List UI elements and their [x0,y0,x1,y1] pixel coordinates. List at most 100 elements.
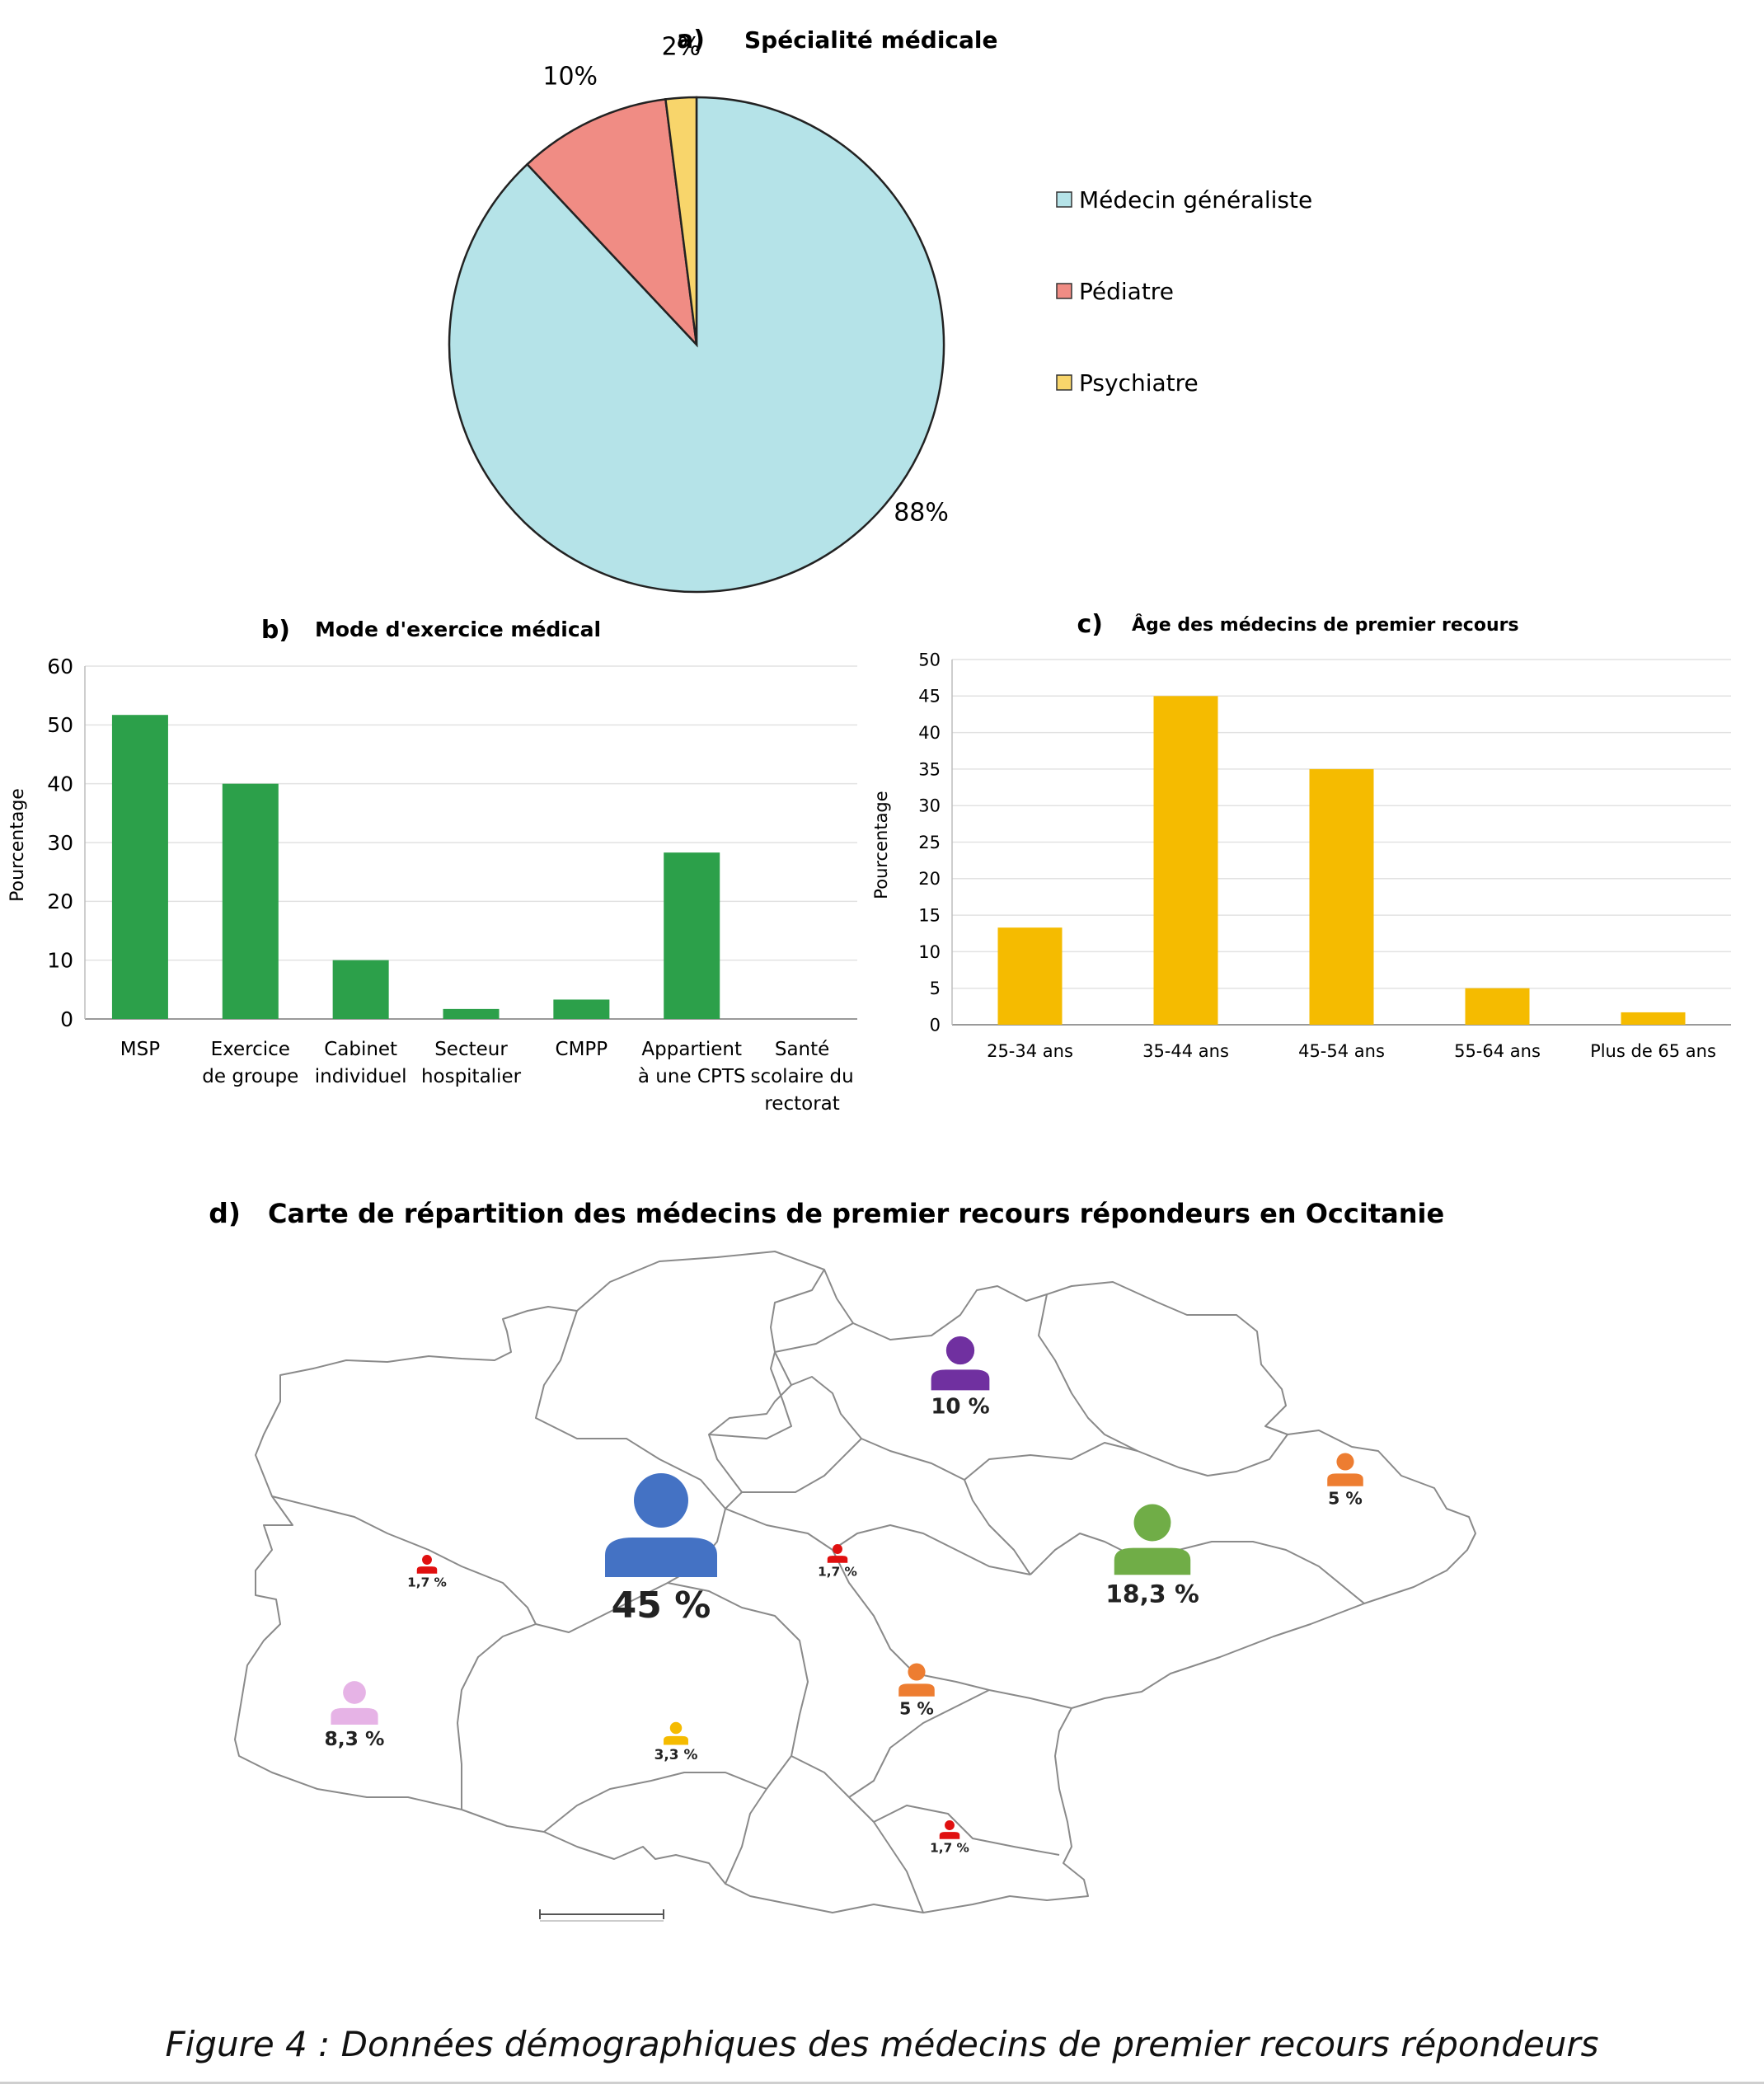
legend-swatch [1056,191,1072,208]
panel-b-title: Mode d'exercice médical [315,617,601,641]
map-border [543,1772,767,1833]
map-outline [234,1251,1476,1913]
map-marker: 1,7 % [818,1544,857,1580]
map-marker: 1,7 % [407,1555,447,1590]
legend-swatch [1056,283,1072,299]
bar [443,1008,500,1019]
xtick-label: de groupe [202,1066,298,1087]
map-border [667,1582,809,1885]
xtick-label: 35-44 ans [1142,1041,1229,1061]
person-icon [833,1544,842,1554]
panel-c-bar-chart: c) Âge des médecins de premier recours P… [871,610,1731,1061]
xtick-label: 25-34 ans [987,1041,1073,1061]
map-border [742,1438,862,1493]
bar [664,852,720,1019]
pie-legend: Médecin généraliste Pédiatre Psychiatre [1056,186,1312,397]
map-border [1038,1293,1288,1477]
ytick-label: 20 [918,869,941,889]
person-icon-body [1114,1547,1191,1575]
xtick-label: Cabinet [324,1039,397,1060]
person-icon-body [416,1566,438,1574]
panel-c-xtick-labels: 25-34 ans 35-44 ans 45-54 ans 55-64 ans Plus… [987,1041,1716,1061]
legend-label: Médecin généraliste [1079,186,1312,214]
map-border [873,1805,1060,1856]
xtick-label: Plus de 65 ans [1590,1041,1716,1061]
ytick-label: 20 [47,890,73,913]
bar [1465,988,1530,1025]
map-border [770,1269,825,1386]
panel-d-title: Carte de répartition des médecins de pre… [268,1198,1444,1229]
bar [553,999,610,1019]
map-border [832,1524,1031,1575]
map-scale-bar [539,1909,664,1922]
map-border [535,1310,862,1509]
map-marker-label: 5 % [1328,1488,1363,1508]
xtick-label: hospitalier [421,1066,522,1087]
pie-value-label: 10% [542,62,598,91]
map-marker: 45 % [605,1473,717,1627]
map-marker: 10 % [931,1336,990,1420]
bar [332,960,389,1019]
person-icon-body [939,1832,960,1839]
map-marker: 5 % [1327,1453,1363,1508]
map-border [708,1351,792,1439]
panel-a-letter: a) [677,26,705,54]
map-marker-label: 1,7 % [930,1841,969,1856]
legend-label: Pédiatre [1079,278,1174,305]
person-icon [669,1721,683,1735]
panel-d-letter: d) [209,1197,241,1229]
ytick-label: 45 [918,687,941,707]
panel-b-letter: b) [261,616,290,645]
legend-swatch [1056,374,1072,391]
panel-b-xtick-labels: MSP Exercice de groupe Cabinet individuel Sec… [120,1039,854,1115]
person-icon-body [898,1683,935,1697]
person-icon-body [331,1707,378,1725]
bar [1309,768,1374,1025]
pie-labels: 88% 10% 2% [542,33,949,528]
person-icon-body [827,1556,848,1563]
map-marker-label: 1,7 % [407,1575,447,1590]
map-marker-label: 1,7 % [818,1565,857,1580]
map-marker-label: 3,3 % [654,1746,698,1763]
map-border [271,1495,537,1625]
ytick-label: 15 [918,905,941,925]
ytick-label: 40 [47,772,73,796]
xtick-label: MSP [120,1039,160,1060]
bar [1153,696,1218,1025]
person-icon [1133,1504,1171,1542]
xtick-label: à une CPTS [638,1066,746,1087]
panel-b-gridlines [84,665,857,1020]
ytick-label: 10 [47,948,73,972]
ytick-label: 50 [918,650,941,669]
map-border [848,1689,990,1798]
panel-c-bars [997,696,1686,1025]
panel-c-ytick-labels: 0 5 10 15 20 25 30 35 40 45 50 [918,650,941,1035]
xtick-label: 55-64 ans [1454,1041,1541,1061]
pie-slice [664,96,698,345]
pie-slices [448,96,945,594]
panel-b-ytick-labels: 0 10 20 30 40 50 60 [47,655,73,1031]
map-border [774,1322,854,1353]
map-marker: 1,7 % [930,1820,969,1856]
map-marker: 3,3 % [654,1721,698,1763]
ytick-label: 60 [47,655,73,678]
panel-a-title: Spécialité médicale [744,26,998,54]
panel-c-title: Âge des médecins de premier recours [1132,614,1519,636]
ytick-label: 50 [47,713,73,737]
ytick-label: 5 [930,979,941,998]
ytick-label: 30 [47,831,73,855]
ytick-label: 40 [918,723,941,743]
map-marker: 18,3 % [1105,1504,1199,1608]
legend-label: Psychiatre [1079,369,1199,397]
person-icon [945,1820,955,1830]
xtick-label: Santé [775,1039,829,1060]
map-marker: 5 % [898,1663,935,1718]
xtick-label: Appartient [641,1039,742,1060]
panel-c-ylabel: Pourcentage [871,791,891,899]
xtick-label: rectorat [764,1093,839,1115]
figure-caption: Figure 4 : Données démographiques des mé… [165,2024,1599,2064]
bar [111,715,168,1019]
person-icon [422,1555,432,1565]
bar [1621,1012,1686,1025]
bar [997,927,1063,1025]
